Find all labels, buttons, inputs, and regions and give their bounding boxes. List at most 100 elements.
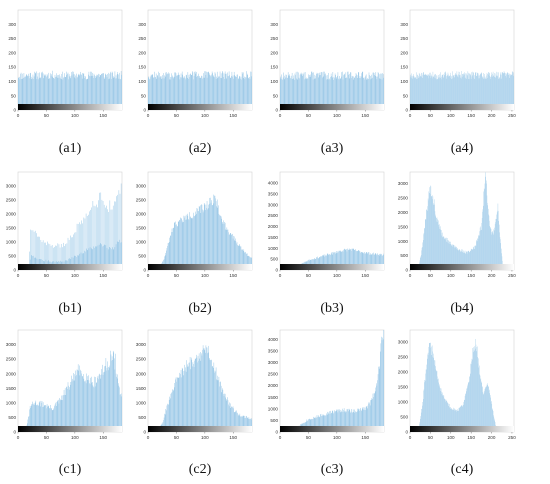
histogram-bar [50, 75, 52, 110]
histogram-bar [191, 218, 193, 270]
histogram-bar [79, 75, 80, 110]
x-tick-label: 50 [306, 435, 312, 440]
histogram-bar [177, 226, 178, 270]
histogram-bar [53, 77, 54, 110]
histogram-bar [27, 76, 28, 110]
panel-label: (a2) [189, 141, 212, 156]
histogram-bar [368, 78, 369, 110]
histogram-bar [32, 78, 33, 110]
histogram-bar [197, 208, 198, 270]
histogram-bar [67, 73, 68, 110]
y-tick-label: 50 [273, 93, 279, 98]
histogram-bar [325, 415, 326, 432]
histogram-bar [29, 73, 31, 110]
histogram-bar [201, 75, 203, 110]
histogram-bar [93, 205, 95, 270]
histogram-bar [313, 74, 315, 110]
histogram-bar [377, 72, 379, 110]
histogram-bar [54, 406, 55, 432]
histogram-bar [148, 76, 150, 110]
histogram-bar [114, 71, 116, 110]
histogram-bar [323, 76, 325, 110]
y-tick-label: 0 [405, 108, 408, 113]
y-tick-label: 50 [141, 93, 147, 98]
histogram-bar [340, 78, 341, 110]
histogram-bar [217, 78, 219, 110]
histogram-bar [200, 352, 201, 432]
x-tick-label: 250 [508, 435, 516, 440]
histogram-bar [56, 406, 57, 432]
histogram-bar [236, 74, 238, 110]
histogram-bar [42, 402, 44, 432]
histogram-bar [222, 222, 223, 270]
histogram-bar [180, 73, 182, 110]
histogram-bar [92, 382, 93, 432]
histogram-bar [172, 232, 173, 270]
histogram-bar [334, 410, 335, 432]
histogram-bar [348, 411, 349, 432]
histogram-bar [194, 358, 196, 432]
histogram-bar [232, 233, 233, 270]
histogram-bar [167, 245, 168, 270]
histogram-bar [46, 404, 48, 432]
histogram-bar [42, 240, 44, 270]
histogram-bar [73, 77, 75, 110]
histogram-bar [172, 75, 173, 110]
histogram-bar [159, 73, 160, 110]
histogram-bar [364, 79, 365, 110]
y-tick-label: 2000 [268, 383, 279, 388]
x-tick-label: 150 [99, 113, 107, 118]
histogram-bar [183, 370, 185, 432]
histogram-bar [202, 209, 203, 270]
histogram-bar [75, 376, 77, 432]
histogram-bar [244, 415, 245, 432]
histogram-bar [198, 353, 200, 432]
histogram-bar [207, 72, 209, 110]
histogram-bar [332, 410, 334, 432]
histogram-bar [348, 73, 350, 110]
histogram-bar [343, 410, 344, 432]
histogram-bar [60, 79, 62, 110]
histogram-bar [37, 76, 38, 110]
histogram-bar [87, 78, 89, 110]
panel-label: (b3) [320, 301, 344, 316]
histogram-bar [75, 232, 77, 270]
histogram-bar [111, 71, 113, 110]
histogram-bar [247, 74, 248, 110]
histogram-bar [188, 219, 190, 270]
histogram-bar [226, 78, 227, 110]
panel-label: (c4) [451, 462, 474, 477]
histogram-bar [317, 416, 319, 432]
histogram-bar [376, 79, 378, 110]
histogram-bar [58, 77, 60, 110]
histogram-bar [196, 357, 198, 432]
histogram-bar [72, 378, 73, 432]
histogram-bar [286, 74, 287, 110]
histogram-bar [250, 257, 251, 270]
histogram-bar [19, 79, 21, 110]
histogram-bar [368, 252, 370, 270]
histogram-bar [48, 243, 50, 270]
histogram-bar [229, 233, 231, 270]
histogram-bar [99, 373, 100, 432]
histogram-bar [311, 419, 312, 432]
y-tick-label: 500 [138, 415, 146, 420]
y-tick-label: 3500 [268, 348, 279, 353]
histogram-bar [330, 413, 332, 432]
histogram-bar [306, 419, 308, 432]
histogram-bar [240, 416, 241, 432]
histogram-bar [287, 72, 289, 110]
histogram-bar [360, 78, 361, 110]
histogram-bar [366, 252, 367, 270]
histogram-bar [189, 362, 190, 432]
histogram-bar [171, 228, 173, 270]
histogram-bar [59, 76, 61, 110]
histogram-bar [167, 243, 169, 270]
histogram-bar [225, 397, 226, 432]
histogram-bar [306, 77, 307, 110]
histogram-bar [43, 406, 44, 432]
histogram-bar [206, 347, 207, 432]
histogram-bar [325, 415, 327, 432]
histogram-bar [308, 74, 309, 110]
histogram-bar [33, 79, 34, 110]
